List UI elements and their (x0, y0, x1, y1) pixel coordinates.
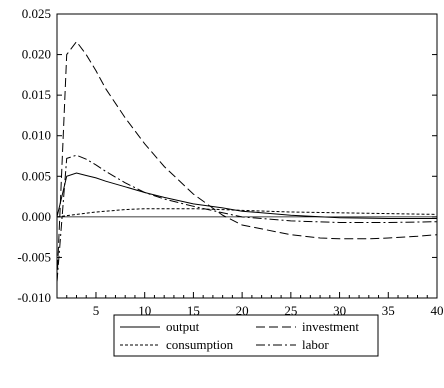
x-tick-label: 20 (236, 303, 249, 318)
legend-label-labor: labor (302, 337, 329, 352)
x-tick-label: 40 (431, 303, 444, 318)
x-tick-label: 35 (382, 303, 395, 318)
series-line-investment (56, 40, 438, 282)
axes: -0.010 -0.005 0.000 0.005 0.010 0.015 0.020 0.0… (17, 6, 443, 318)
legend-label-output: output (166, 319, 200, 334)
x-tick-label: 30 (333, 303, 346, 318)
y-tick-label: 0.005 (22, 168, 51, 183)
y-tick-label: -0.010 (17, 290, 51, 305)
legend-label-consumption: consumption (166, 337, 234, 352)
plot-area (56, 40, 438, 282)
y-tick-label: 0.010 (22, 128, 51, 143)
series-line-labor (56, 154, 438, 282)
y-tick-label: 0.025 (22, 6, 51, 21)
legend-box (113, 314, 379, 357)
x-tick-label: 15 (187, 303, 200, 318)
y-tick-label: 0.015 (22, 87, 51, 102)
series-line-output (56, 172, 437, 219)
legend: output investment consumption labor (113, 314, 379, 357)
y-tick-label: 0.000 (22, 209, 51, 224)
series-line-consumption (56, 208, 438, 218)
x-tick-label: 10 (138, 303, 151, 318)
y-tick-label: -0.005 (17, 249, 51, 264)
legend-label-investment: investment (302, 319, 359, 334)
x-tick-label: 25 (284, 303, 297, 318)
x-tick-label: 5 (93, 303, 100, 318)
plot-frame (56, 13, 438, 299)
y-tick-label: 0.020 (22, 47, 51, 62)
